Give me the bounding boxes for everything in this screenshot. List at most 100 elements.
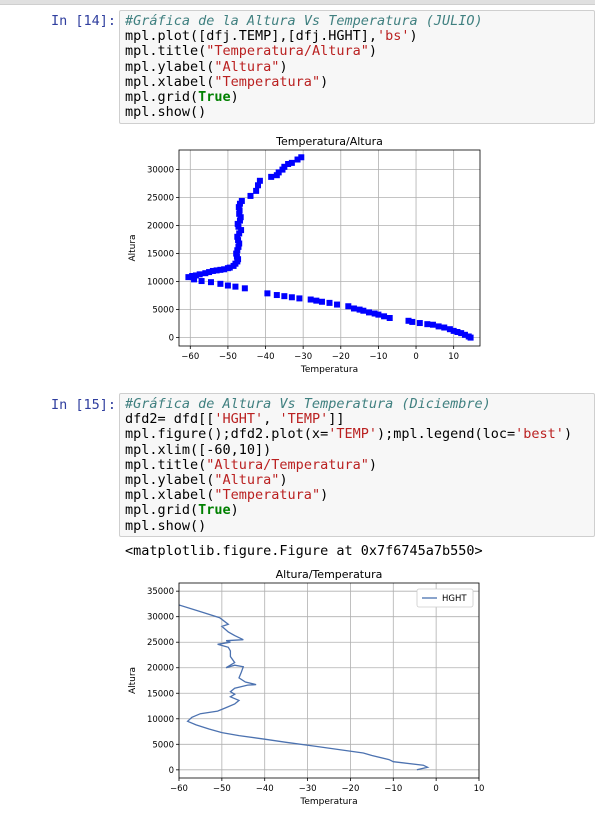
data-point: [192, 272, 199, 279]
data-point: [350, 305, 357, 312]
code-token: mpl.grid(: [125, 88, 199, 105]
data-point: [209, 267, 216, 274]
scatter-chart: Temperatura/Altura−60 −50 −40 −30 −20 −10 0 100…: [128, 135, 481, 375]
data-point: [416, 320, 423, 327]
y-tick-label: 20000: [147, 664, 174, 674]
y-axis-label: Altura: [128, 667, 138, 694]
x-tick-label: −40: [257, 352, 275, 362]
data-point: [221, 266, 228, 273]
data-point: [236, 207, 243, 214]
data-point: [202, 270, 209, 277]
code-token: mpl.plot([dfj.TEMP],[dfj.HGHT],: [125, 28, 377, 45]
y-axis-label: Altura: [128, 234, 138, 261]
code-token: "Altura": [214, 58, 280, 75]
code-token: ): [279, 471, 288, 488]
code-token: 'best': [515, 426, 564, 443]
data-point: [185, 274, 192, 281]
x-tick-label: −30: [294, 352, 312, 362]
code-token: ): [279, 58, 288, 75]
data-point: [236, 217, 243, 224]
data-point: [213, 267, 220, 274]
code-token: 'TEMP': [279, 411, 329, 428]
y-tick-label: 25000: [147, 638, 174, 648]
data-point: [224, 282, 231, 289]
data-point: [256, 177, 263, 184]
data-point: [235, 237, 242, 244]
data-point: [288, 294, 295, 301]
code-line: dfd2= dfd[['HGHT', 'TEMP']]: [125, 412, 572, 427]
data-point: [296, 295, 303, 302]
x-tick-label: 0: [433, 784, 438, 794]
data-point: [232, 283, 239, 290]
code-token: mpl.title(: [125, 456, 207, 473]
code-token: 'HGHT': [214, 411, 264, 428]
input-prompt: In [15]:: [51, 397, 117, 413]
legend-label: HGHT: [442, 594, 467, 604]
data-point: [298, 154, 305, 161]
code-line: mpl.xlabel("Temperatura"): [125, 74, 483, 90]
code-editor[interactable]: #Gráfica de la Altura Vs Temperatura (JU…: [125, 13, 483, 120]
data-point: [268, 173, 275, 180]
code-token: mpl.grid(: [125, 502, 199, 519]
code-token: mpl.ylabel(: [125, 471, 215, 488]
y-tick-label: 25000: [147, 194, 174, 204]
output-text: <matplotlib.figure.Figure at 0x7f6745a7b…: [125, 543, 483, 559]
data-point: [217, 266, 224, 273]
chart-title: Altura/Temperatura: [276, 568, 383, 581]
code-token: );mpl.legend(loc=: [376, 426, 516, 443]
x-tick-label: −30: [299, 784, 317, 794]
y-tick-label: 10000: [147, 715, 174, 725]
data-point: [226, 264, 233, 271]
code-token: 'TEMP': [328, 426, 377, 443]
code-token: mpl.title(: [125, 43, 207, 60]
data-point: [326, 299, 333, 306]
data-point: [381, 313, 388, 320]
code-token: 'bs': [376, 28, 410, 45]
data-point: [371, 310, 378, 317]
code-token: mpl.figure();dfd2.plot(x=: [125, 426, 329, 443]
data-point: [307, 296, 314, 303]
code-cell[interactable]: #Gráfica de Altura Vs Temperatura (Dicie…: [119, 393, 595, 537]
code-token: "Altura/Temperatura": [206, 456, 369, 473]
scatter-points: [185, 154, 474, 341]
data-point: [253, 187, 260, 194]
data-point: [409, 318, 416, 325]
data-point: [318, 298, 325, 305]
code-editor[interactable]: #Gráfica de Altura Vs Temperatura (Dicie…: [125, 396, 572, 534]
data-point: [356, 306, 363, 313]
y-tick-label: 5000: [152, 740, 174, 750]
y-tick-label: 10000: [147, 278, 174, 288]
data-point: [334, 301, 341, 308]
code-token: mpl.show(): [125, 517, 207, 534]
data-point: [235, 204, 242, 211]
code-token: ): [320, 487, 329, 504]
plot-frame: [178, 149, 481, 347]
code-line: mpl.show(): [125, 517, 572, 534]
code-token: ): [230, 502, 239, 519]
code-line: #Gráfica de Altura Vs Temperatura (Dicie…: [125, 396, 572, 412]
x-tick-label: 10: [474, 784, 485, 794]
data-point: [189, 273, 196, 279]
data-point: [235, 243, 242, 250]
data-point: [386, 315, 393, 321]
code-token: #Gráfica de la Altura Vs Temperatura (JU…: [125, 13, 483, 29]
data-point: [375, 311, 382, 318]
code-token: ): [368, 43, 377, 60]
data-point: [450, 327, 457, 334]
data-point: [236, 240, 243, 247]
data-point: [234, 220, 241, 227]
code-line: mpl.xlim([-60,10]): [125, 442, 572, 458]
line-chart: Altura/Temperatura−60 −50 −40 −30 −20 −10 0 100…: [128, 568, 485, 807]
code-token: mpl.ylabel(: [125, 58, 215, 75]
series-line: [179, 604, 430, 771]
code-token: dfd2= dfd[[: [125, 411, 215, 428]
code-cell[interactable]: #Gráfica de la Altura Vs Temperatura (JU…: [119, 10, 595, 124]
y-tick-label: 0: [169, 766, 174, 776]
code-line: mpl.ylabel("Altura"): [125, 58, 483, 75]
data-point: [198, 278, 205, 285]
data-point: [458, 330, 465, 337]
data-point: [233, 250, 240, 257]
code-line: mpl.show(): [125, 105, 483, 120]
data-point: [281, 293, 288, 300]
data-point: [275, 169, 282, 176]
